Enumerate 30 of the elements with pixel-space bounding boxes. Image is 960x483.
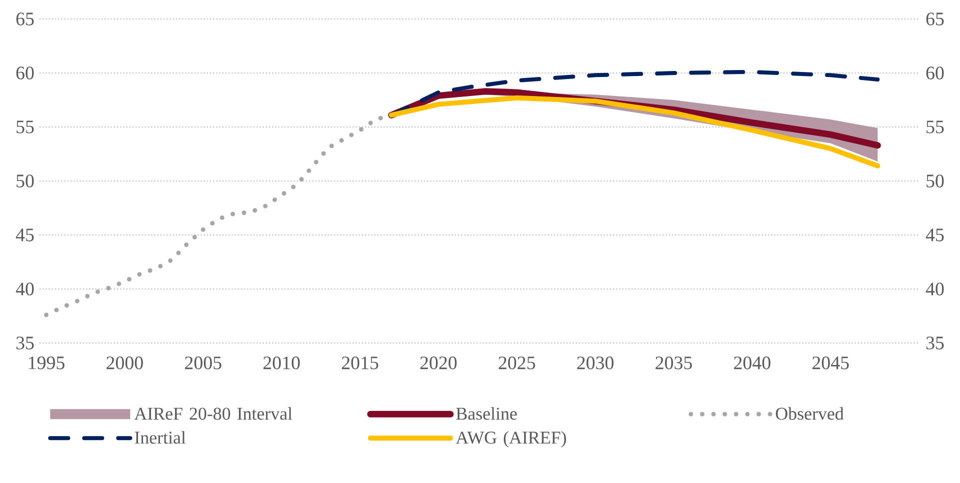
y2-tick-label: 50 [926,174,944,188]
x-tick-label: 2040 [734,356,770,370]
x-tick-label: 2035 [656,356,692,370]
y-tick-label: 65 [16,12,34,26]
x-tick-label: 1995 [29,356,64,370]
legend-label: Inertial [134,431,186,444]
x-tick-label: 2025 [498,356,536,370]
y2-tick-label: 60 [926,66,944,80]
y-tick-label: 60 [16,66,34,80]
y-tick-label: 50 [16,174,34,188]
y2-tick-label: 35 [926,336,944,350]
x-tick-label: 2005 [185,356,222,370]
text: AIReF 20-80 Interval [134,407,292,420]
y-tick-label: 45 [16,228,34,242]
y2-tick-label: 65 [926,12,944,26]
y2-tick-label: 55 [926,120,944,134]
y2-tick-label: 45 [926,228,944,242]
y2-tick-label: 40 [926,282,944,296]
x-tick-label: 2030 [577,356,614,370]
y-tick-label: 40 [16,282,34,296]
y-tick-label: 35 [16,336,34,350]
y-tick-label: 55 [16,120,34,134]
legend-label: Observed [776,407,844,420]
x-tick-label: 2045 [812,356,849,370]
legend-label: Baseline [456,407,517,420]
legend-label: AWG (AIREF) [456,431,566,448]
x-tick-label: 2000 [106,356,143,370]
x-tick-label: 2020 [420,356,457,370]
x-tick-label: 2015 [342,356,378,370]
x-tick-label: 2010 [263,356,300,370]
